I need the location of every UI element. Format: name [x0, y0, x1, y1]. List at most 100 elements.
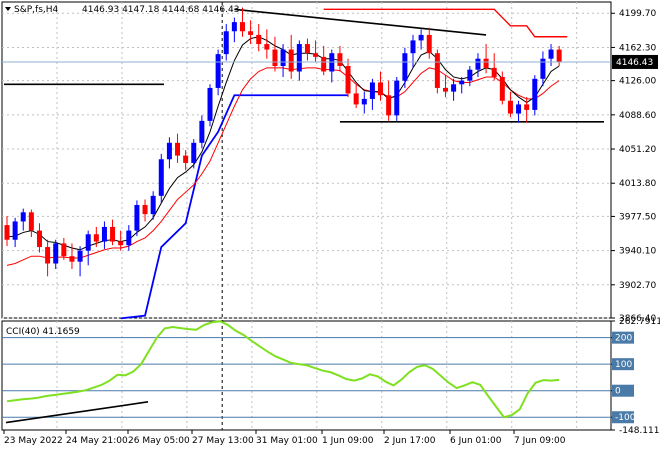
- candle: [451, 78, 457, 101]
- cci-level-badge: [612, 358, 634, 371]
- cci-trend-line: [5, 401, 149, 424]
- price-tick-label: 3977.50: [619, 212, 656, 222]
- candle: [53, 239, 59, 269]
- price-panel-frame: [1, 1, 612, 319]
- candle: [248, 20, 254, 45]
- candle-body: [12, 221, 18, 240]
- candle-body: [199, 120, 205, 143]
- candle: [532, 75, 538, 116]
- candle-body: [369, 82, 375, 99]
- candle: [516, 100, 522, 123]
- candle-body: [296, 44, 302, 72]
- candle: [93, 226, 99, 248]
- candle: [4, 215, 10, 247]
- candle: [223, 23, 229, 61]
- time-axis: 23 May 2022 24 May 21:00 26 May 05:00 27 Ma…: [3, 430, 566, 446]
- last-price-badge: [612, 54, 658, 69]
- price-tick-label: 3866.40: [619, 314, 656, 324]
- candle: [134, 200, 140, 237]
- candle-body: [410, 40, 416, 54]
- candle-body: [272, 49, 278, 67]
- cci-axis: 262.7911 200 100 0 -100 -148.1112: [611, 317, 660, 436]
- candle: [556, 45, 562, 67]
- candle-body: [93, 234, 99, 242]
- candle: [183, 150, 189, 171]
- candle: [483, 44, 489, 74]
- candle-body: [556, 49, 562, 63]
- symbol-dropdown-icon[interactable]: [5, 7, 11, 11]
- candle-body: [175, 142, 181, 156]
- candle: [280, 44, 286, 77]
- candle-body: [134, 204, 140, 231]
- candle: [36, 223, 42, 253]
- candle: [256, 23, 262, 52]
- candle-body: [239, 22, 245, 32]
- candle: [150, 191, 156, 220]
- time-tick-label: 7 Jun 09:00: [514, 436, 566, 446]
- cci-level-badge: [612, 384, 634, 397]
- candle-body: [540, 58, 546, 79]
- candle: [77, 246, 83, 277]
- candle: [20, 208, 26, 231]
- candle: [442, 75, 448, 98]
- candle-body: [264, 44, 270, 50]
- candle: [272, 36, 278, 72]
- candle: [101, 221, 107, 249]
- candle: [69, 243, 75, 269]
- candle: [175, 133, 181, 163]
- ohlc-readout: 4146.93 4147.18 4144.68 4146.43: [82, 5, 239, 15]
- cci-tick-label: -100: [615, 413, 636, 423]
- candle-body: [45, 247, 51, 264]
- candle: [524, 97, 530, 123]
- candles: [4, 7, 562, 277]
- candle-body: [304, 44, 310, 54]
- candle-body: [434, 53, 440, 88]
- candle: [12, 217, 18, 248]
- candle-body: [110, 226, 116, 242]
- cci-panel-frame: [1, 320, 612, 431]
- candle: [321, 45, 327, 76]
- candle-body: [69, 256, 75, 262]
- time-tick-label: 31 May 01:00: [256, 436, 318, 446]
- candle: [158, 153, 164, 204]
- candle-body: [20, 212, 26, 222]
- candle: [296, 40, 302, 81]
- candle-body: [442, 87, 448, 92]
- time-tick-label: 6 Jun 01:00: [450, 436, 502, 446]
- cci-tick-label: -148.1112: [619, 426, 660, 436]
- candle: [199, 115, 205, 149]
- candle-body: [280, 49, 286, 67]
- candle: [507, 91, 513, 118]
- candle: [386, 80, 392, 121]
- candle-body: [158, 159, 164, 196]
- candle-body: [256, 34, 262, 45]
- candle: [85, 230, 91, 266]
- candle-body: [418, 34, 424, 41]
- cci-grid: [56, 321, 578, 430]
- candle-body: [101, 226, 107, 242]
- cci-label: CCI(40) 41.1659: [6, 327, 80, 337]
- candle-body: [337, 53, 343, 67]
- candle: [402, 47, 408, 88]
- candle-body: [426, 34, 432, 54]
- candle: [418, 29, 424, 50]
- last-price-marker: 4146.43: [2, 54, 658, 69]
- candle-body: [499, 76, 505, 101]
- candle-body: [61, 243, 67, 257]
- time-tick-label: 2 Jun 17:00: [384, 436, 436, 446]
- candle: [45, 239, 51, 277]
- candle: [215, 49, 221, 96]
- cci-tick-label: 200: [615, 334, 632, 344]
- candle-body: [36, 230, 42, 248]
- candle: [207, 84, 213, 127]
- candle-body: [483, 58, 489, 68]
- candle-body: [524, 104, 530, 110]
- candle: [239, 7, 245, 37]
- candle-body: [394, 80, 400, 116]
- candle-body: [491, 67, 497, 77]
- cci-tick-label: 100: [615, 360, 632, 370]
- cci-levels: [2, 337, 611, 418]
- candle: [499, 71, 505, 105]
- candle-body: [321, 56, 327, 72]
